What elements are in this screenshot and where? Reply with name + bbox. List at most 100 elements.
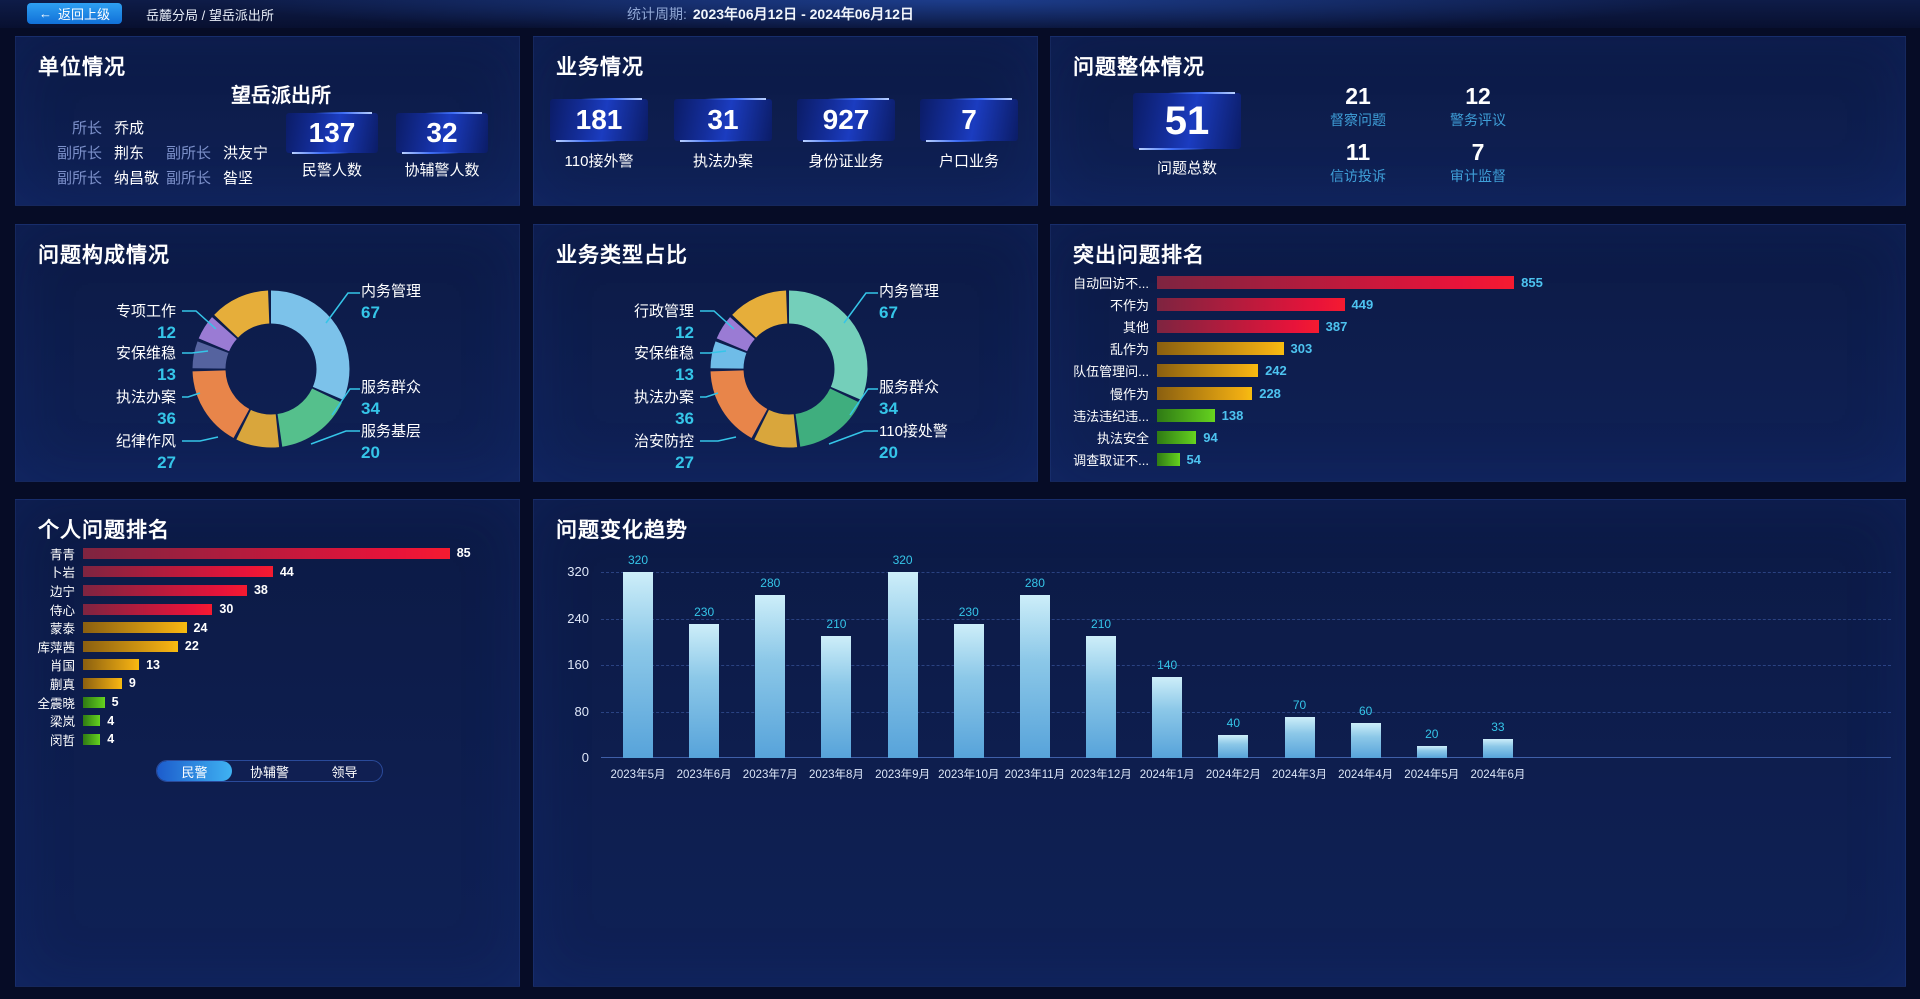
panel-title: 业务情况 <box>556 56 644 79</box>
rank-bar[interactable] <box>83 659 140 671</box>
rank-value: 242 <box>1265 363 1287 379</box>
rank-value: 387 <box>1325 318 1348 334</box>
rank-category-label: 不作为 <box>1109 297 1149 313</box>
trend-month-label: 2024年3月 <box>1272 769 1327 781</box>
trend-value-label: 320 <box>892 553 913 567</box>
pie-callout-label: 执法办案 <box>115 389 176 406</box>
pie-callout: 专项工作 12 <box>46 301 176 343</box>
panel-title: 突出问题排名 <box>1073 244 1205 267</box>
rank-bar[interactable] <box>83 696 105 708</box>
trend-bar[interactable] <box>887 572 918 758</box>
trend-month-label: 2023年7月 <box>742 769 798 781</box>
rank-bar-track: 9 <box>83 676 465 690</box>
stat-label: 协辅警人数 <box>404 162 480 179</box>
rank-bar[interactable] <box>1157 275 1515 289</box>
rank-bar[interactable] <box>1157 386 1253 400</box>
trend-bar[interactable] <box>1086 635 1117 758</box>
pie-callout: 执法办案 36 <box>46 387 176 429</box>
issue-stat: 21 督察问题 <box>1298 83 1418 130</box>
rank-bar-track: 303 <box>1157 341 1529 356</box>
rank-bar[interactable] <box>1157 408 1215 422</box>
rank-category-label: 卜岩 <box>49 566 75 581</box>
trend-bar[interactable] <box>1482 738 1513 758</box>
back-button-label: 返回上级 <box>58 7 111 22</box>
rank-row: 侍心 30 <box>28 600 465 619</box>
trend-bar[interactable] <box>755 595 786 758</box>
pie-slice-服务基层[interactable] <box>192 290 350 448</box>
pie-callout-value: 12 <box>675 323 694 342</box>
tab-leaders[interactable]: 领导 <box>331 764 358 780</box>
pie-callout-value: 36 <box>157 409 176 428</box>
rank-row: 慢作为 228 <box>1061 382 1529 404</box>
breadcrumb[interactable]: 岳麓分局 / 望岳派出所 <box>146 7 274 23</box>
rank-bar[interactable] <box>1157 297 1345 311</box>
pie-slice-内务管理[interactable] <box>710 290 868 448</box>
trend-bar[interactable] <box>1019 595 1050 758</box>
pie-callout: 服务群众 34 <box>879 377 939 419</box>
issue-stat-label: 督察问题 <box>1330 112 1386 128</box>
issue-stat: 7 审计监督 <box>1418 139 1538 186</box>
pie-callout-label: 内务管理 <box>879 283 940 300</box>
station-name: 望岳派出所 <box>231 85 331 107</box>
trend-value-label: 280 <box>1024 576 1045 591</box>
total-issues-value: 51 <box>1164 98 1210 143</box>
panel-title: 问题变化趋势 <box>556 519 688 542</box>
gridline <box>601 665 1891 666</box>
top-bar: ← 返回上级 岳麓分局 / 望岳派出所 统计周期: 2023年06月12日 - … <box>0 0 1920 28</box>
issue-stat-value: 12 <box>1465 83 1491 109</box>
rank-bar-track: 242 <box>1157 363 1529 378</box>
rank-bar[interactable] <box>83 715 101 727</box>
rank-bar[interactable] <box>1157 342 1284 356</box>
trend-bar[interactable] <box>1284 717 1315 758</box>
rank-row: 队伍管理问... 242 <box>1061 360 1529 382</box>
rank-category-label: 全震晓 <box>37 696 75 711</box>
rank-bar[interactable] <box>83 584 247 596</box>
rank-bar[interactable] <box>83 603 213 615</box>
trend-bar[interactable] <box>1350 723 1381 758</box>
panel-problem-composition: 问题构成情况 内务管理 67 服务群众 34 服务基层 20 专项工作 12 安… <box>15 224 520 482</box>
trend-bar[interactable] <box>623 572 653 758</box>
rank-bar-track: 387 <box>1157 319 1529 334</box>
stat-box-auxiliary-count: 32 <box>396 112 488 154</box>
trend-bar[interactable] <box>689 624 720 758</box>
rank-row: 调查取证不... 54 <box>1061 449 1529 471</box>
top-issues-bar-chart: 自动回访不... 855 不作为 449 其他 387 乱作为 303 队伍管理问... 242 慢… <box>1061 271 1543 471</box>
rank-bar-track: 85 <box>83 546 471 560</box>
rank-category-label: 梁岚 <box>49 715 75 730</box>
trend-bar[interactable] <box>1152 676 1183 758</box>
stat-value: 137 <box>308 117 356 148</box>
rank-bar[interactable] <box>83 566 273 578</box>
rank-bar[interactable] <box>1157 364 1259 378</box>
y-tick-label: 0 <box>581 750 589 765</box>
back-button[interactable]: ← 返回上级 <box>27 3 123 24</box>
rank-bar[interactable] <box>83 622 187 634</box>
leader-role: 副所长 <box>56 170 102 187</box>
rank-bar[interactable] <box>83 733 101 745</box>
rank-bar[interactable] <box>1157 453 1180 467</box>
rank-bar[interactable] <box>83 677 122 689</box>
rank-row: 违法违纪违... 138 <box>1061 404 1529 426</box>
rank-bar[interactable] <box>1157 319 1319 333</box>
trend-bar[interactable] <box>1416 746 1447 758</box>
pie-callout-label: 专项工作 <box>115 303 176 320</box>
leader-role: 副所长 <box>56 145 102 162</box>
rank-bar-track: 855 <box>1157 275 1543 290</box>
trend-bar[interactable] <box>821 635 852 758</box>
rank-category-label: 蒙泰 <box>49 622 75 637</box>
pie-slice-110接处警[interactable] <box>710 290 868 448</box>
rank-bar[interactable] <box>83 640 178 652</box>
tab-police[interactable]: 民警 <box>157 761 232 781</box>
tab-auxiliary-police[interactable]: 协辅警 <box>249 764 289 780</box>
rank-bar[interactable] <box>1157 430 1197 444</box>
trend-value-label: 20 <box>1425 727 1439 742</box>
rank-value: 44 <box>279 564 294 579</box>
trend-bar[interactable] <box>953 624 984 758</box>
pie-callout-label: 执法办案 <box>633 389 694 406</box>
rank-value: 855 <box>1521 274 1543 290</box>
trend-bar[interactable] <box>1218 734 1249 758</box>
stat-box: 31 <box>674 98 772 142</box>
trend-value-label: 280 <box>760 576 781 591</box>
rank-value: 94 <box>1203 429 1218 445</box>
pie-slice-内务管理[interactable] <box>192 290 350 448</box>
rank-bar[interactable] <box>83 547 450 559</box>
